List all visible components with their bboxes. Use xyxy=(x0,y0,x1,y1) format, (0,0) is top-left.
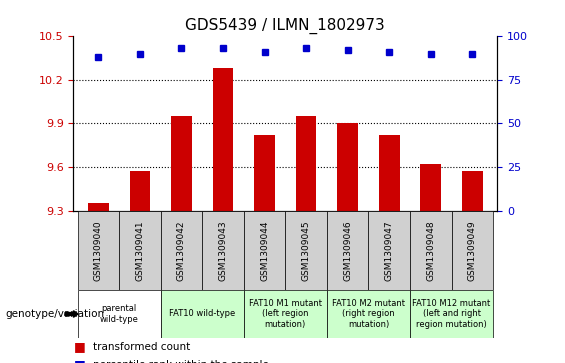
Text: GSM1309044: GSM1309044 xyxy=(260,220,269,281)
Text: GSM1309048: GSM1309048 xyxy=(426,220,435,281)
Text: GSM1309049: GSM1309049 xyxy=(468,220,477,281)
Bar xyxy=(160,211,202,290)
Bar xyxy=(451,211,493,290)
Bar xyxy=(327,290,410,338)
Text: FAT10 M2 mutant
(right region
mutation): FAT10 M2 mutant (right region mutation) xyxy=(332,299,405,329)
Bar xyxy=(368,211,410,290)
Text: ■: ■ xyxy=(73,340,85,353)
Text: genotype/variation: genotype/variation xyxy=(6,309,105,319)
Bar xyxy=(160,290,244,338)
Bar xyxy=(420,164,441,211)
Bar xyxy=(244,211,285,290)
Text: transformed count: transformed count xyxy=(93,342,190,352)
Bar xyxy=(327,211,368,290)
Bar xyxy=(254,135,275,211)
Bar xyxy=(337,123,358,211)
Text: FAT10 M12 mutant
(left and right
region mutation): FAT10 M12 mutant (left and right region … xyxy=(412,299,490,329)
Bar xyxy=(379,135,399,211)
Bar xyxy=(462,171,483,211)
Bar xyxy=(295,116,316,211)
Bar xyxy=(129,171,150,211)
Text: GSM1309041: GSM1309041 xyxy=(136,220,145,281)
Text: GSM1309045: GSM1309045 xyxy=(302,220,311,281)
Text: FAT10 wild-type: FAT10 wild-type xyxy=(169,310,236,318)
Bar xyxy=(171,116,192,211)
Text: parental
wild-type: parental wild-type xyxy=(99,304,138,324)
Title: GDS5439 / ILMN_1802973: GDS5439 / ILMN_1802973 xyxy=(185,17,385,33)
Text: GSM1309042: GSM1309042 xyxy=(177,220,186,281)
Bar xyxy=(244,290,327,338)
Text: ■: ■ xyxy=(73,358,85,363)
Bar xyxy=(410,211,451,290)
Text: FAT10 M1 mutant
(left region
mutation): FAT10 M1 mutant (left region mutation) xyxy=(249,299,322,329)
Bar xyxy=(119,211,160,290)
Bar xyxy=(212,68,233,211)
Text: GSM1309047: GSM1309047 xyxy=(385,220,394,281)
Bar xyxy=(77,290,160,338)
Text: GSM1309040: GSM1309040 xyxy=(94,220,103,281)
Bar xyxy=(202,211,244,290)
Bar xyxy=(77,211,119,290)
Bar xyxy=(88,203,108,211)
Bar xyxy=(285,211,327,290)
Text: GSM1309043: GSM1309043 xyxy=(219,220,228,281)
Text: percentile rank within the sample: percentile rank within the sample xyxy=(93,360,268,363)
Text: GSM1309046: GSM1309046 xyxy=(343,220,352,281)
Bar xyxy=(410,290,493,338)
